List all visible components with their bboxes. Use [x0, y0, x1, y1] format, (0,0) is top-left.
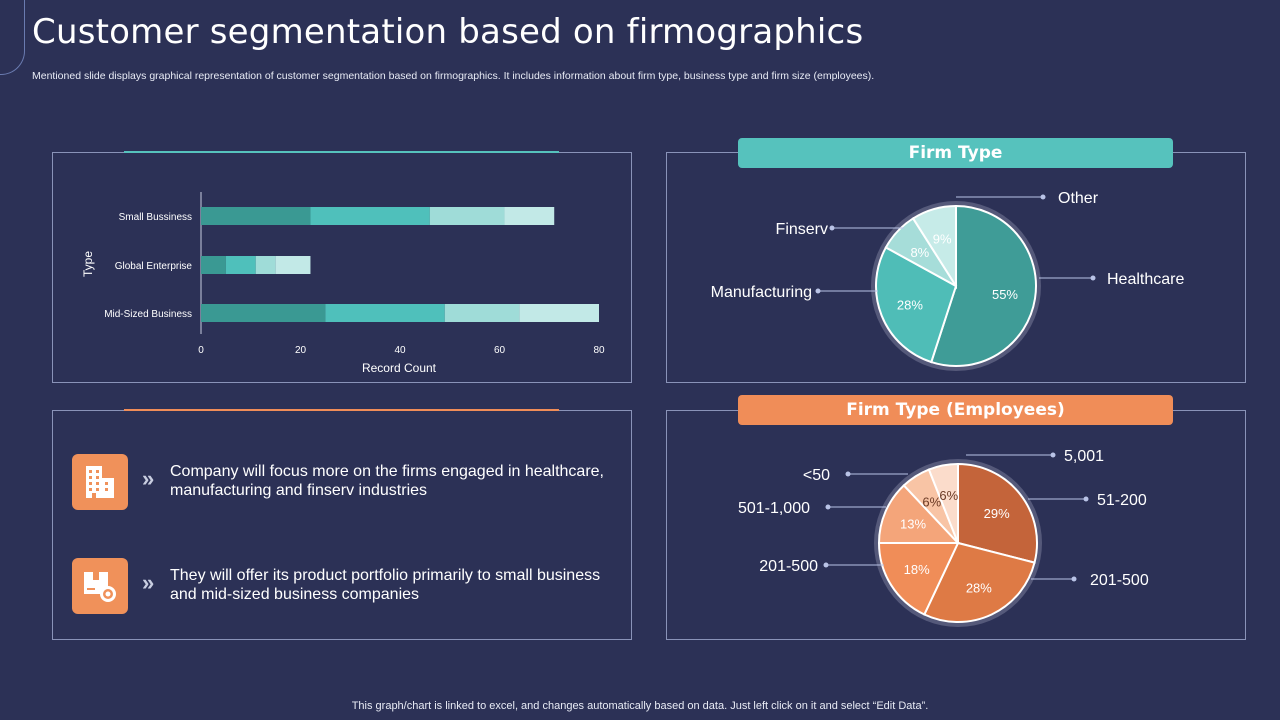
- leader-dot: [1083, 496, 1089, 502]
- leader-dot: [1040, 194, 1046, 200]
- bar-segment: [444, 304, 520, 322]
- pie-category-label: Manufacturing: [711, 284, 812, 301]
- pie-value-label: 6%: [922, 495, 941, 510]
- leader-dot: [825, 504, 831, 510]
- x-tick-label: 0: [198, 345, 204, 356]
- bar-chart[interactable]: Small Bussiness Global Enterprise Mid-Size…: [52, 152, 632, 383]
- pie-slice: [930, 204, 1037, 367]
- pie-value-label: 6%: [939, 488, 958, 503]
- bar-chart-accent-line: [124, 151, 559, 153]
- pie-slice: [911, 204, 957, 290]
- leader-dot: [829, 225, 835, 231]
- pie-slice: [927, 462, 959, 544]
- pie-slice: [877, 542, 960, 616]
- insight-text: They will offer its product portfolio pr…: [170, 567, 601, 603]
- insight-item: » Company will focus more on the firms e…: [72, 454, 612, 510]
- x-axis-label: Record Count: [362, 361, 437, 375]
- bar-segment: [275, 256, 311, 274]
- pie-value-label: 29%: [984, 506, 1010, 521]
- pie-slice: [877, 483, 961, 544]
- leader-dot: [1090, 275, 1096, 281]
- building-icon: [72, 454, 128, 510]
- leader-dot: [845, 471, 851, 477]
- pie-value-label: 28%: [966, 580, 992, 595]
- bar-segment: [225, 256, 256, 274]
- pie-value-label: 13%: [900, 517, 926, 532]
- footer-note: This graph/chart is linked to excel, and…: [351, 700, 929, 712]
- pie-category-label: <50: [803, 467, 830, 484]
- insight-text: Company will focus more on the firms eng…: [170, 463, 604, 499]
- chevron-right-icon: »: [142, 466, 155, 491]
- x-tick-label: 60: [494, 345, 506, 356]
- decorative-corner: [0, 0, 25, 75]
- y-tick-label: Mid-Sized Business: [104, 309, 192, 320]
- y-axis-label: Type: [81, 251, 95, 277]
- pie-value-label: 9%: [933, 231, 952, 246]
- y-tick-label: Small Bussiness: [119, 212, 192, 223]
- bar-segment: [519, 304, 599, 322]
- pie-value-label: 18%: [904, 562, 930, 577]
- pie-value-label: 28%: [897, 297, 923, 312]
- pie-category-label: 501-1,000: [738, 500, 810, 517]
- bar-segment: [201, 304, 326, 322]
- leader-dot: [1050, 452, 1056, 458]
- bar-segment: [504, 207, 555, 225]
- leader-dot: [823, 562, 829, 568]
- pie-slice: [923, 541, 1036, 623]
- pie-category-label: 201-500: [759, 558, 818, 575]
- leader-dot: [1071, 576, 1077, 582]
- pie-slice: [957, 462, 1038, 564]
- y-tick-label: Global Enterprise: [115, 261, 193, 272]
- bar-segment: [255, 256, 276, 274]
- pie-value-label: 55%: [992, 287, 1018, 302]
- pie-category-label: Finserv: [776, 221, 828, 238]
- employees-pie-chart[interactable]: 29% 51-200 28% 201-500 18% 201-500 13% 501-1,00…: [666, 428, 1246, 639]
- product-box-gear-icon: [72, 558, 128, 614]
- bar-segment: [325, 304, 445, 322]
- bar-segment: [201, 207, 311, 225]
- bar-segment: [310, 207, 430, 225]
- pie-value-label: 8%: [910, 245, 929, 260]
- employees-header: Firm Type (Employees): [738, 395, 1173, 425]
- firm-type-header: Firm Type: [738, 138, 1173, 168]
- pie-category-label: Other: [1058, 190, 1099, 207]
- bar-segment: [429, 207, 505, 225]
- insight-item: » They will offer its product portfolio …: [72, 558, 612, 614]
- x-tick-label: 40: [394, 345, 406, 356]
- insights-accent-line: [124, 409, 559, 411]
- pie-category-label: 51-200: [1097, 492, 1147, 509]
- pie-category-label: 5,001: [1064, 448, 1104, 465]
- leader-dot: [815, 288, 821, 294]
- x-tick-label: 20: [295, 345, 307, 356]
- pie-category-label: Healthcare: [1107, 271, 1184, 288]
- page-subtitle: Mentioned slide displays graphical repre…: [32, 70, 875, 82]
- page-title: Customer segmentation based on firmograp…: [32, 12, 864, 52]
- bar-segment: [201, 256, 226, 274]
- pie-category-label: 201-500: [1090, 572, 1149, 589]
- chevron-right-icon: »: [142, 570, 155, 595]
- firm-type-pie-chart[interactable]: 55% Healthcare 28% Manufacturing 8% Finserv 9%…: [666, 170, 1246, 382]
- x-tick-label: 80: [593, 345, 605, 356]
